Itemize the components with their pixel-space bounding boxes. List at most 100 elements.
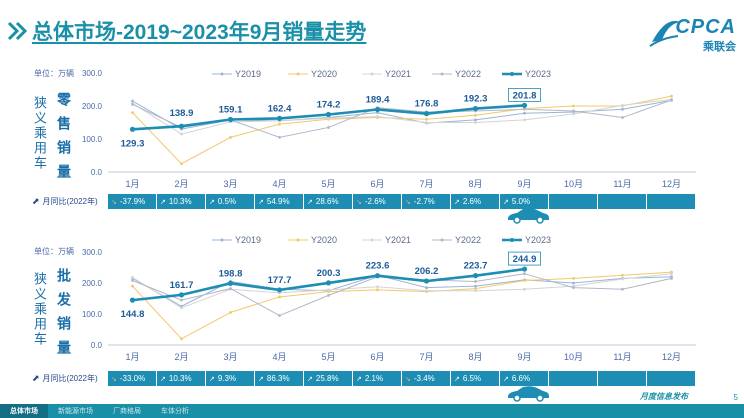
yoy-cell: ↗ 54.9% bbox=[255, 194, 304, 209]
tab-makers[interactable]: 厂商格局 bbox=[113, 408, 141, 415]
category-label: 狭义乘用车 bbox=[32, 272, 47, 347]
trend-up-icon: ↗ bbox=[209, 198, 215, 206]
yoy-value: 6.6% bbox=[511, 374, 531, 383]
trend-up-icon: ↗ bbox=[307, 375, 313, 383]
data-point bbox=[276, 115, 283, 122]
data-point bbox=[278, 295, 281, 299]
yoy-cell: ↗ 0.5% bbox=[206, 194, 255, 209]
data-point bbox=[325, 111, 332, 118]
yoy-cell: ↘ -2.7% bbox=[402, 194, 451, 209]
yoy-cell: ↗ 10.3% bbox=[157, 371, 206, 386]
data-point bbox=[474, 284, 477, 288]
legend-marker bbox=[510, 238, 514, 242]
yoy-value: 10.3% bbox=[168, 197, 192, 206]
data-point bbox=[572, 104, 575, 108]
legend-label: Y2022 bbox=[455, 69, 481, 79]
y-tick-label: 200.0 bbox=[82, 102, 103, 111]
data-point bbox=[474, 121, 477, 124]
yoy-cell: ↗ 9.3% bbox=[206, 371, 255, 386]
trend-up-icon: ↗ bbox=[454, 198, 460, 206]
car-icon bbox=[508, 208, 549, 224]
data-point bbox=[523, 111, 526, 115]
data-point bbox=[180, 298, 183, 302]
data-point bbox=[474, 289, 477, 293]
x-tick-label: 12月 bbox=[662, 352, 681, 362]
trend-up-icon: ↗ bbox=[503, 375, 509, 383]
metric-label: 零售销量 bbox=[56, 92, 72, 188]
yoy-cell bbox=[647, 371, 696, 386]
trend-down-icon: ↘ bbox=[356, 198, 362, 206]
yoy-cell: ↘ -37.9% bbox=[108, 194, 157, 209]
data-label: 223.6 bbox=[366, 261, 390, 272]
footer-bar: 总体市场 新能源市场 厂商格局 车体分析 bbox=[0, 404, 744, 418]
data-label: 162.4 bbox=[268, 103, 292, 114]
data-point bbox=[327, 126, 330, 129]
data-point bbox=[474, 287, 477, 290]
legend-marker bbox=[510, 72, 514, 76]
x-tick-label: 4月 bbox=[272, 179, 286, 189]
tab-body[interactable]: 车体分析 bbox=[161, 408, 189, 415]
data-label: 244.9 bbox=[513, 254, 537, 265]
x-tick-label: 5月 bbox=[321, 179, 335, 189]
tab-overall[interactable]: 总体市场 bbox=[0, 404, 48, 418]
data-point bbox=[425, 121, 428, 124]
trend-up-icon: ↗ bbox=[160, 375, 166, 383]
yoy-value: -33.0% bbox=[119, 374, 146, 383]
data-point bbox=[670, 94, 673, 98]
yoy-value: -3.4% bbox=[413, 374, 435, 383]
data-point bbox=[474, 113, 477, 117]
data-point bbox=[229, 135, 232, 139]
yoy-cell: ↗ 28.6% bbox=[304, 194, 353, 209]
yoy-cell bbox=[647, 194, 696, 209]
yoy-cell: ↗ 86.3% bbox=[255, 371, 304, 386]
data-point bbox=[131, 111, 134, 114]
data-point bbox=[374, 106, 381, 113]
trend-down-icon: ↘ bbox=[111, 198, 117, 206]
data-point bbox=[278, 135, 281, 139]
trend-icon: ⬈ bbox=[32, 373, 40, 383]
yoy-value: 10.3% bbox=[168, 374, 192, 383]
page-header: 总体市场-2019~2023年9月销量走势 bbox=[6, 16, 366, 46]
yoy-value: 5.0% bbox=[511, 197, 531, 206]
data-point bbox=[423, 111, 430, 117]
data-label: 176.8 bbox=[415, 99, 439, 110]
series-line-y2020 bbox=[132, 271, 672, 340]
data-point bbox=[278, 122, 281, 126]
yoy-value: 25.8% bbox=[315, 374, 339, 383]
metric-label: 批发销量 bbox=[56, 268, 72, 364]
data-point bbox=[129, 126, 136, 132]
data-point bbox=[131, 276, 134, 279]
tab-nev[interactable]: 新能源市场 bbox=[58, 408, 93, 415]
legend-marker bbox=[370, 72, 374, 76]
data-point bbox=[621, 103, 624, 107]
data-point bbox=[376, 285, 379, 289]
yoy-value: 86.3% bbox=[266, 374, 290, 383]
data-point bbox=[178, 292, 185, 298]
data-point bbox=[572, 276, 575, 280]
data-point bbox=[472, 273, 479, 279]
data-point bbox=[523, 272, 526, 276]
y-tick-label: 0.0 bbox=[91, 341, 103, 350]
data-point bbox=[670, 276, 673, 280]
page-number: 5 bbox=[733, 393, 738, 402]
yoy-value: -2.6% bbox=[364, 197, 386, 206]
data-point bbox=[180, 132, 183, 136]
yoy-cell bbox=[549, 194, 598, 209]
data-point bbox=[376, 288, 379, 292]
legend-label: Y2021 bbox=[385, 69, 411, 79]
data-label: 174.2 bbox=[317, 100, 341, 111]
logo-subtitle: 乘联会 bbox=[703, 41, 736, 53]
data-point bbox=[523, 118, 526, 122]
yoy-cell: ↗ 25.8% bbox=[304, 371, 353, 386]
legend-label: Y2023 bbox=[525, 235, 551, 245]
data-label: 200.3 bbox=[317, 268, 341, 279]
yoy-cell: ↘ -33.0% bbox=[108, 371, 157, 386]
legend-label: Y2019 bbox=[235, 235, 261, 245]
data-point bbox=[572, 109, 575, 113]
yoy-value: 28.6% bbox=[315, 197, 339, 206]
logo-brand: CPCA bbox=[675, 16, 736, 38]
y-tick-label: 300.0 bbox=[82, 248, 103, 257]
data-point bbox=[278, 314, 281, 317]
data-point bbox=[472, 105, 479, 112]
